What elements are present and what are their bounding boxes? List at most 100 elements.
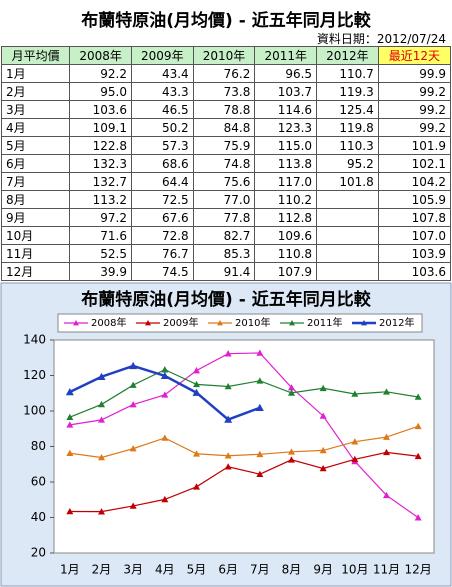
point-marker [414,393,422,400]
table-cell: 52.5 [69,244,132,263]
table-cell: 95.0 [69,82,132,101]
column-header: 最近12天 [377,46,452,65]
series-line [69,451,419,513]
table-cell [316,262,379,281]
table-cell: 8月 [0,190,71,209]
column-header: 月平均價 [0,46,71,65]
point-marker [192,388,201,396]
table-cell: 1月 [0,64,71,83]
table-cell: 103.6 [377,262,452,281]
table-cell: 71.6 [69,226,132,245]
legend-marker [73,320,79,326]
table-cell: 97.2 [69,208,132,227]
table-cell: 72.8 [130,226,194,245]
table-cell: 50.2 [130,118,194,137]
table-cell: 67.6 [130,208,194,227]
table-cell: 4月 [0,118,71,137]
table-cell: 122.8 [69,136,132,155]
table-row: 1月 92.2 43.4 76.2 96.5 110.7 99.9 [0,64,452,83]
table-cell: 110.8 [254,244,318,263]
point-marker [224,415,233,423]
table-cell [316,244,379,263]
point-marker [319,446,327,454]
table-cell: 101.8 [316,172,379,191]
point-marker [98,508,105,515]
point-marker [351,455,359,463]
point-marker [383,448,390,456]
table-row: 5月 122.8 57.3 75.9 115.0 110.3 101.9 [0,136,452,155]
point-marker [66,449,74,457]
series-line [69,352,419,519]
table-cell: 132.3 [69,154,132,173]
point-marker [255,403,264,412]
price-table: 月平均價 2008年 2009年 2010年 2011年 2012年 最近12天 1月 92.2… [0,46,452,281]
table-cell: 103.7 [254,82,318,101]
point-marker [129,361,138,370]
legend-marker [217,320,223,326]
table-cell [316,226,379,245]
legend-label: 2012年 [379,316,414,329]
legend-marker [145,320,151,326]
point-marker [161,495,169,503]
series-line [69,368,419,418]
table-cell: 43.3 [130,82,194,101]
point-marker [414,514,422,521]
table-row: 2月 95.0 43.3 73.8 103.7 119.3 99.2 [0,82,452,101]
plot-area [53,339,435,554]
x-tick-label: 1月 [60,563,80,577]
table-cell: 92.2 [69,64,132,83]
x-tick-label: 10月 [341,563,368,577]
point-marker [256,349,264,356]
point-marker [414,452,422,460]
table-cell: 11月 [0,244,71,263]
x-tick-label: 5月 [187,563,207,577]
point-marker [65,388,74,396]
series-line [69,425,419,459]
table-cell: 82.7 [192,226,256,245]
table-cell: 99.2 [377,100,452,119]
point-marker [161,391,169,398]
table-cell: 91.4 [192,262,256,281]
table-cell: 102.1 [377,154,452,173]
point-marker [161,366,169,373]
point-marker [383,491,390,499]
table-row: 8月 113.2 72.5 77.0 110.2 105.9 [0,190,452,209]
point-marker [98,454,105,461]
point-marker [193,483,200,490]
table-cell: 103.9 [377,244,452,263]
point-marker [383,388,390,395]
table-cell: 109.1 [69,118,132,137]
x-tick-label: 11月 [373,563,400,577]
x-tick-label: 4月 [155,563,175,577]
table-cell: 46.5 [130,100,194,119]
column-header: 2010年 [192,46,256,65]
table-cell: 76.7 [130,244,194,263]
table-cell: 107.8 [377,208,452,227]
table-cell: 95.2 [316,154,379,173]
table-row: 6月 132.3 68.6 74.8 113.8 95.2 102.1 [0,154,452,173]
table-cell: 78.8 [192,100,256,119]
point-marker [319,465,327,472]
point-marker [129,381,137,388]
y-tick-label: 20 [31,546,46,560]
legend-box [57,313,423,333]
x-tick-label: 6月 [218,563,238,577]
table-cell: 104.2 [377,172,452,191]
table-cell: 10月 [0,226,71,245]
table-cell [316,208,379,227]
table-cell: 99.9 [377,64,452,83]
point-marker [288,456,295,463]
point-marker [129,502,137,509]
point-marker [256,377,264,384]
point-marker [288,384,295,391]
table-cell: 6月 [0,154,71,173]
table-row: 9月 97.2 67.6 77.8 112.8 107.8 [0,208,452,227]
table-cell: 64.4 [130,172,194,191]
table-cell: 76.2 [192,64,256,83]
table-cell: 113.2 [69,190,132,209]
x-tick-label: 2月 [92,563,112,577]
point-marker [414,422,422,430]
legend-label: 2010年 [235,316,270,329]
table-cell: 5月 [0,136,71,155]
table-cell: 105.9 [377,190,452,209]
